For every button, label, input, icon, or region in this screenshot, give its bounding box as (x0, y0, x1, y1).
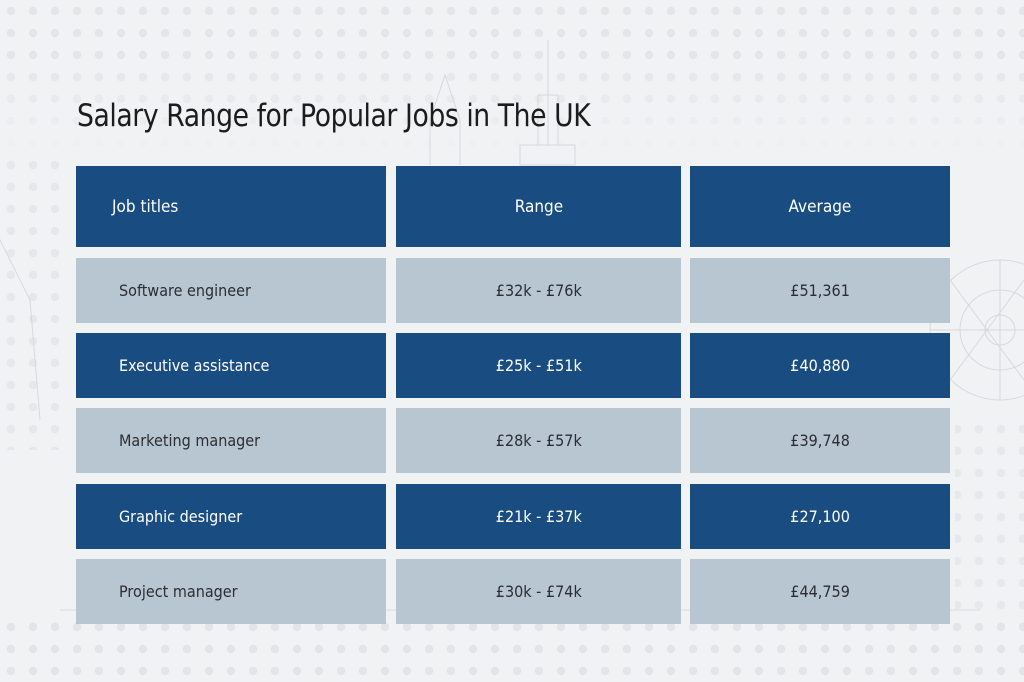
table-row: Marketing manager £28k - £57k £39,748 (76, 408, 950, 473)
range-cell: £30k - £74k (396, 559, 681, 624)
range-text: £30k - £74k (495, 582, 582, 601)
header-job-titles-label: Job titles (112, 196, 179, 217)
range-text: £25k - £51k (495, 356, 582, 375)
job-title-cell: Executive assistance (76, 333, 386, 398)
job-title-text: Marketing manager (119, 431, 261, 450)
dot-pattern-right (955, 420, 1024, 620)
header-range: Range (396, 166, 681, 247)
header-job-titles: Job titles (76, 166, 386, 247)
header-range-label: Range (514, 196, 563, 217)
header-average: Average (690, 166, 950, 247)
average-cell: £27,100 (690, 484, 950, 549)
job-title-text: Executive assistance (119, 356, 270, 375)
range-text: £21k - £37k (495, 507, 582, 526)
average-cell: £39,748 (690, 408, 950, 473)
range-cell: £28k - £57k (396, 408, 681, 473)
table-row: Executive assistance £25k - £51k £40,880 (76, 333, 950, 398)
job-title-cell: Project manager (76, 559, 386, 624)
average-text: £39,748 (790, 431, 850, 450)
job-title-cell: Marketing manager (76, 408, 386, 473)
table-row: Project manager £30k - £74k £44,759 (76, 559, 950, 624)
range-cell: £25k - £51k (396, 333, 681, 398)
average-cell: £44,759 (690, 559, 950, 624)
range-text: £28k - £57k (495, 431, 582, 450)
header-average-label: Average (788, 196, 852, 217)
table-header-row: Job titles Range Average (76, 166, 950, 247)
average-cell: £51,361 (690, 258, 950, 323)
job-title-text: Project manager (119, 582, 238, 601)
table-row: Software engineer £32k - £76k £51,361 (76, 258, 950, 323)
table-row: Graphic designer £21k - £37k £27,100 (76, 484, 950, 549)
range-cell: £21k - £37k (396, 484, 681, 549)
job-title-cell: Graphic designer (76, 484, 386, 549)
chart-title: Salary Range for Popular Jobs in The UK (77, 98, 591, 134)
range-cell: £32k - £76k (396, 258, 681, 323)
job-title-text: Graphic designer (119, 507, 243, 526)
job-title-text: Software engineer (119, 281, 251, 300)
range-text: £32k - £76k (495, 281, 582, 300)
average-text: £27,100 (790, 507, 850, 526)
average-text: £51,361 (790, 281, 850, 300)
average-cell: £40,880 (690, 333, 950, 398)
job-title-cell: Software engineer (76, 258, 386, 323)
dot-pattern-left (0, 150, 70, 450)
average-text: £44,759 (790, 582, 850, 601)
average-text: £40,880 (790, 356, 850, 375)
